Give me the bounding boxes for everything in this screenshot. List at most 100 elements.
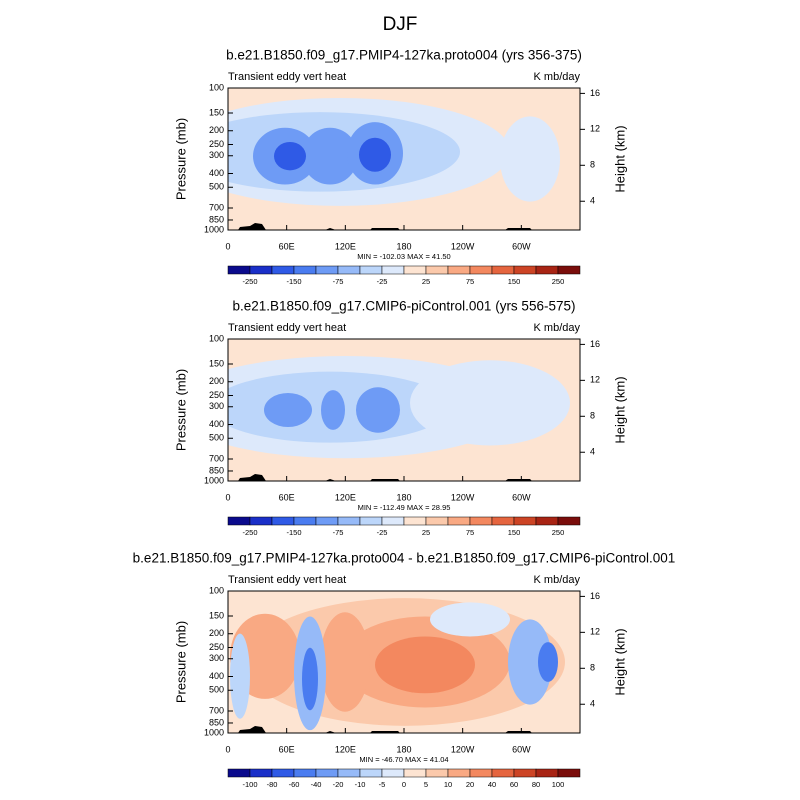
colorbar-label: -5 xyxy=(379,780,386,789)
colorbar-swatch xyxy=(403,768,427,778)
colorbar-swatch xyxy=(315,516,339,526)
y2-tick-label: 4 xyxy=(590,447,595,457)
contour-field xyxy=(228,88,580,230)
colorbar-swatch xyxy=(249,768,273,778)
colorbar-swatch xyxy=(557,516,581,526)
y-tick-label: 1000 xyxy=(204,475,224,485)
y-tick-label: 100 xyxy=(209,333,224,343)
colorbar-label: -60 xyxy=(289,780,300,789)
colorbar-swatch xyxy=(513,265,537,275)
contour-region xyxy=(228,214,580,223)
colorbar-swatch xyxy=(513,768,537,778)
colorbar-swatch xyxy=(227,768,251,778)
y-axis-label: Pressure (mb) xyxy=(173,369,188,451)
colorbar-swatch xyxy=(447,516,471,526)
left-label: Transient eddy vert heat xyxy=(228,322,346,334)
colorbar-label: 250 xyxy=(552,528,565,537)
colorbar-label: -150 xyxy=(286,277,301,286)
colorbar-swatch xyxy=(381,265,405,275)
colorbar-swatch xyxy=(469,265,493,275)
y2-tick-label: 8 xyxy=(590,160,595,170)
colorbar-label: -20 xyxy=(333,780,344,789)
x-tick-label: 120E xyxy=(335,744,356,754)
colorbar-swatch xyxy=(293,265,317,275)
y2-axis-label: Height (km) xyxy=(612,376,627,443)
x-tick-label: 180 xyxy=(396,492,411,502)
colorbar-swatch xyxy=(381,768,405,778)
x-tick-label: 120E xyxy=(335,241,356,251)
colorbar-swatch xyxy=(513,516,537,526)
y-tick-label: 700 xyxy=(209,705,224,715)
colorbar-label: -25 xyxy=(377,528,388,537)
colorbar-label: 25 xyxy=(422,528,430,537)
x-tick-label: 0 xyxy=(225,241,230,251)
colorbar-label: 60 xyxy=(510,780,518,789)
colorbar-label: 0 xyxy=(402,780,406,789)
colorbar-label: 5 xyxy=(424,780,428,789)
colorbar-swatch xyxy=(249,516,273,526)
x-tick-label: 180 xyxy=(396,241,411,251)
colorbar-swatch xyxy=(491,516,515,526)
colorbar-swatch xyxy=(271,516,295,526)
colorbar-swatch xyxy=(337,516,361,526)
y-tick-label: 100 xyxy=(209,585,224,595)
x-tick-label: 60W xyxy=(512,492,531,502)
colorbar-label: -75 xyxy=(333,277,344,286)
colorbar-label: 10 xyxy=(444,780,452,789)
colorbar-swatch xyxy=(359,265,383,275)
x-tick-label: 120W xyxy=(451,744,475,754)
figure-title: DJF xyxy=(383,14,418,35)
y-tick-label: 700 xyxy=(209,202,224,212)
x-tick-label: 60E xyxy=(279,241,295,251)
y-tick-label: 250 xyxy=(209,139,224,149)
y2-axis-label: Height (km) xyxy=(612,125,627,192)
panel-title: b.e21.B1850.f09_g17.CMIP6-piControl.001 … xyxy=(233,299,576,314)
x-tick-label: 120E xyxy=(335,492,356,502)
contour-region xyxy=(410,360,570,446)
colorbar-label: -100 xyxy=(242,780,257,789)
x-tick-label: 60E xyxy=(279,492,295,502)
contour-field xyxy=(228,591,580,733)
y-tick-label: 150 xyxy=(209,358,224,368)
y-tick-label: 700 xyxy=(209,453,224,463)
y2-tick-label: 12 xyxy=(590,375,600,385)
panel-title: b.e21.B1850.f09_g17.PMIP4-127ka.proto004… xyxy=(226,48,582,63)
y-tick-label: 850 xyxy=(209,214,224,224)
x-tick-label: 120W xyxy=(451,492,475,502)
colorbar-label: 80 xyxy=(532,780,540,789)
colorbar-label: 20 xyxy=(466,780,474,789)
y-axis-label: Pressure (mb) xyxy=(173,118,188,200)
y-tick-label: 200 xyxy=(209,628,224,638)
contour-region xyxy=(320,612,370,712)
y-tick-label: 500 xyxy=(209,182,224,192)
y-tick-label: 150 xyxy=(209,610,224,620)
stats-text: MIN = -102.03 MAX = 41.50 xyxy=(357,252,450,261)
colorbar-label: -40 xyxy=(311,780,322,789)
left-label: Transient eddy vert heat xyxy=(228,574,346,586)
colorbar-label: 100 xyxy=(552,780,565,789)
colorbar-swatch xyxy=(425,768,449,778)
x-tick-label: 0 xyxy=(225,492,230,502)
y-tick-label: 300 xyxy=(209,150,224,160)
y2-axis-label: Height (km) xyxy=(612,628,627,695)
colorbar-swatch xyxy=(425,516,449,526)
colorbar-swatch xyxy=(447,768,471,778)
colorbar-swatch xyxy=(425,265,449,275)
y-tick-label: 1000 xyxy=(204,727,224,737)
colorbar-swatch xyxy=(359,768,383,778)
x-tick-label: 60E xyxy=(279,744,295,754)
contour-region xyxy=(430,602,510,637)
colorbar-label: 75 xyxy=(466,528,474,537)
colorbar-swatch xyxy=(403,516,427,526)
colorbar-label: -250 xyxy=(242,528,257,537)
colorbar-swatch xyxy=(469,768,493,778)
left-label: Transient eddy vert heat xyxy=(228,71,346,83)
colorbar-label: -250 xyxy=(242,277,257,286)
y-tick-label: 500 xyxy=(209,685,224,695)
contour-region xyxy=(359,137,391,172)
colorbar-swatch xyxy=(491,265,515,275)
colorbar-label: 150 xyxy=(508,277,521,286)
y-tick-label: 100 xyxy=(209,82,224,92)
panel-title: b.e21.B1850.f09_g17.PMIP4-127ka.proto004… xyxy=(133,551,676,566)
